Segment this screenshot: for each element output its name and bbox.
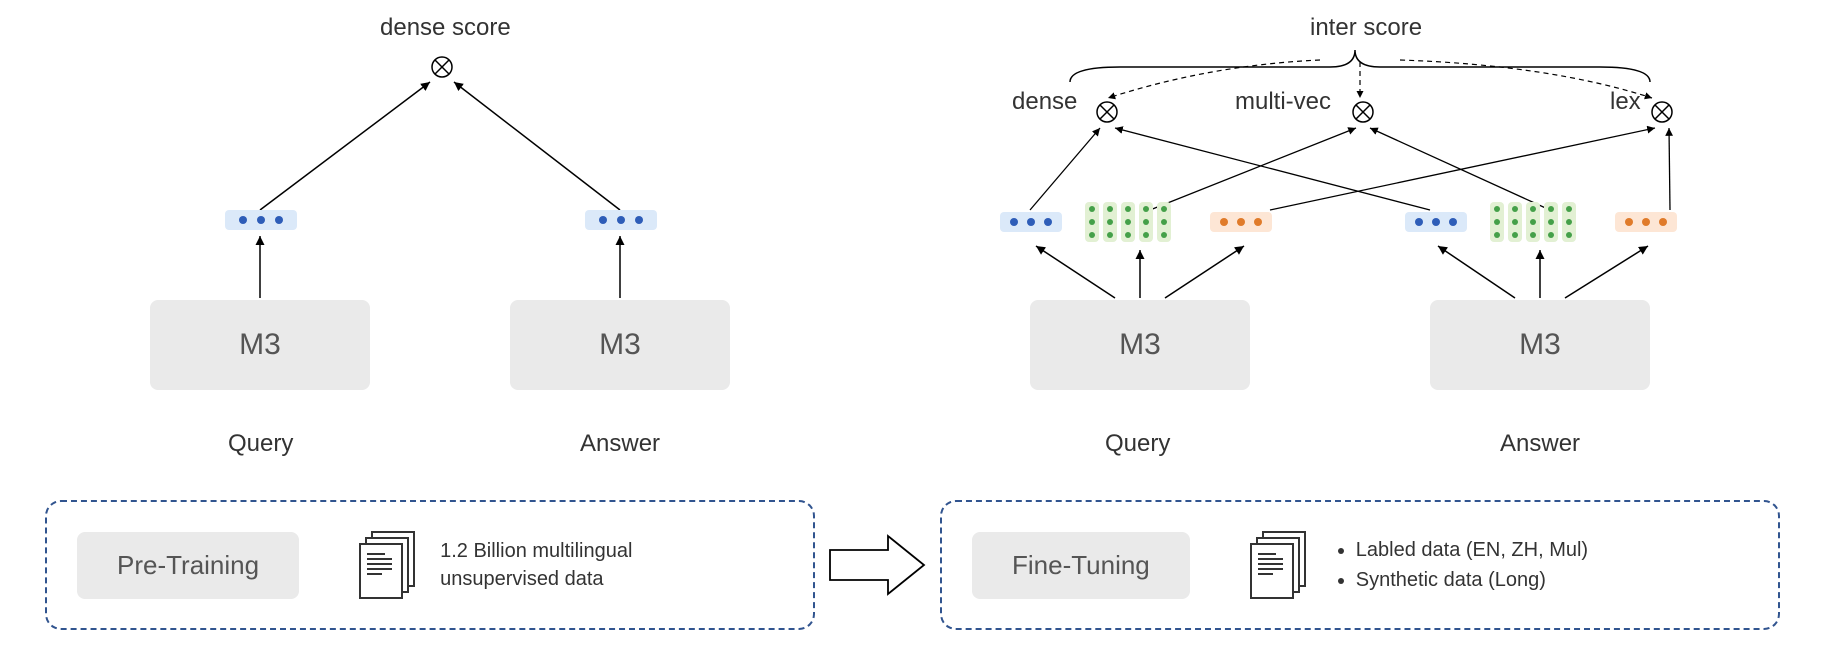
dot (1659, 218, 1667, 226)
right-multi-label: multi-vec (1235, 88, 1331, 116)
dense-score-label: dense score (380, 14, 511, 42)
left-query-label: Query (228, 430, 293, 458)
pretrain-desc: 1.2 Billion multilingual unsupervised da… (440, 537, 700, 593)
pretrain-box: Pre-Training 1.2 Billion multilingual un… (45, 500, 815, 630)
right-m3-query: M3 (1030, 300, 1250, 390)
ft-bullet: Labled data (EN, ZH, Mul) (1356, 535, 1588, 565)
dot (1449, 218, 1457, 226)
right-m3-answer: M3 (1430, 300, 1650, 390)
left-m3-arrows (120, 230, 770, 310)
dot (1415, 218, 1423, 226)
right-query-label: Query (1105, 430, 1170, 458)
stage-arrow (828, 534, 928, 596)
dot (635, 216, 643, 224)
finetune-bullets: Labled data (EN, ZH, Mul) Synthetic data… (1336, 535, 1588, 595)
inter-score-label: inter score (1310, 14, 1422, 42)
dot (617, 216, 625, 224)
left-m3-answer: M3 (510, 300, 730, 390)
right-lex-label: lex (1610, 88, 1641, 116)
right-cross-arrows (960, 118, 1780, 218)
dot (257, 216, 265, 224)
dot (1625, 218, 1633, 226)
right-dense-label: dense (1012, 88, 1077, 116)
left-answer-label: Answer (580, 430, 660, 458)
right-answer-label: Answer (1500, 430, 1580, 458)
dot (1044, 218, 1052, 226)
left-m3-query: M3 (150, 300, 370, 390)
dot (1642, 218, 1650, 226)
left-top-arrows (120, 60, 770, 220)
dot (1237, 218, 1245, 226)
ft-bullet: Synthetic data (Long) (1356, 565, 1588, 595)
finetune-label: Fine-Tuning (972, 532, 1190, 599)
dot (1027, 218, 1035, 226)
pretrain-label: Pre-Training (77, 532, 299, 599)
document-icon (1250, 531, 1306, 599)
document-icon (359, 531, 415, 599)
dot (1010, 218, 1018, 226)
dot (239, 216, 247, 224)
finetune-box: Fine-Tuning Labled data (EN, ZH, Mul) Sy… (940, 500, 1780, 630)
dot (1254, 218, 1262, 226)
dot (1432, 218, 1440, 226)
dot (599, 216, 607, 224)
diagram-root: { "colors": { "box_bg": "#eaeaea", "dash… (0, 0, 1838, 658)
dot (275, 216, 283, 224)
dot (1220, 218, 1228, 226)
